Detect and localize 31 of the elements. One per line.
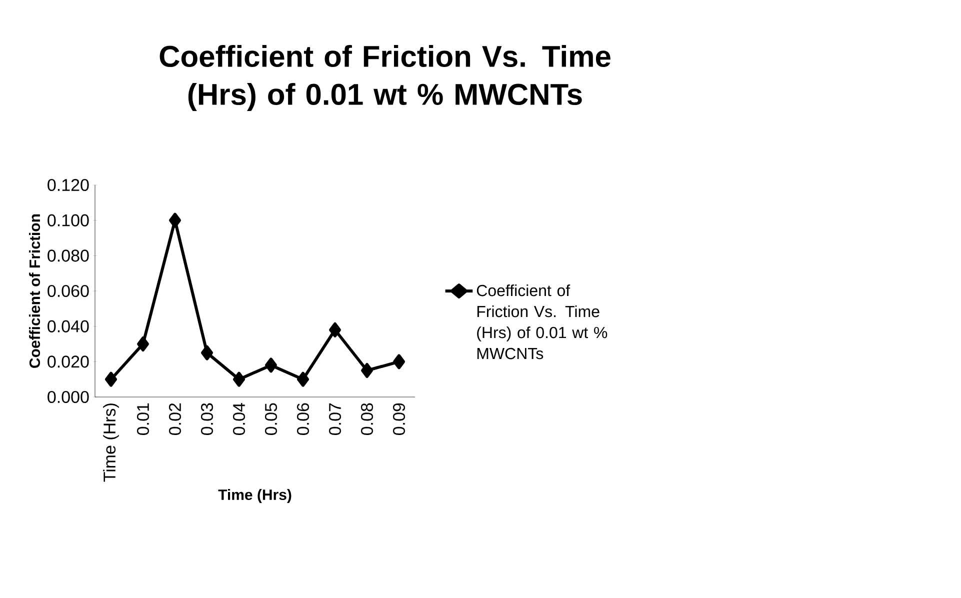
point bbox=[169, 212, 182, 228]
x-tick-label: 0.01 bbox=[136, 403, 150, 435]
y-tick-label: 0.040 bbox=[48, 320, 89, 332]
y-tick-label: 0.000 bbox=[48, 390, 89, 404]
x-tick-label: 0.03 bbox=[200, 403, 214, 435]
y-tick-label: 0.060 bbox=[48, 284, 89, 298]
point bbox=[329, 322, 342, 338]
chart-title: Coefficient of Friction Vs. Time (Hrs) of 0.01 wt % MWCNTs bbox=[160, 45, 610, 111]
x-tick-label: Time (Hrs) bbox=[103, 404, 119, 482]
y-tick-label: 0.020 bbox=[48, 356, 89, 368]
x-tick-label: 0.08 bbox=[360, 403, 374, 435]
y-axis-title: Coefficient of Friction bbox=[29, 214, 40, 368]
point bbox=[265, 358, 278, 373]
x-tick-label: 0.05 bbox=[264, 403, 278, 435]
x-tick-label: 0.06 bbox=[296, 403, 310, 435]
x-tick-label: 0.02 bbox=[168, 403, 182, 435]
legend-label: Coefficient of Friction Vs. Time (Hrs) of 0.01 wt % MWCNTs bbox=[476, 284, 608, 360]
y-tick-label: 0.100 bbox=[48, 214, 89, 226]
x-axis-title: Time (Hrs) bbox=[218, 489, 292, 503]
x-tick-label: 0.07 bbox=[328, 403, 342, 435]
y-tick-label: 0.080 bbox=[48, 250, 89, 262]
point bbox=[233, 372, 246, 387]
point bbox=[393, 354, 406, 370]
y-tick-label: 0.120 bbox=[48, 178, 89, 192]
x-tick-label: 0.04 bbox=[232, 403, 246, 435]
point bbox=[297, 372, 310, 387]
x-tick-label: 0.09 bbox=[392, 403, 406, 435]
point bbox=[361, 363, 374, 378]
point bbox=[201, 345, 214, 360]
point bbox=[137, 336, 149, 352]
point bbox=[105, 372, 118, 387]
